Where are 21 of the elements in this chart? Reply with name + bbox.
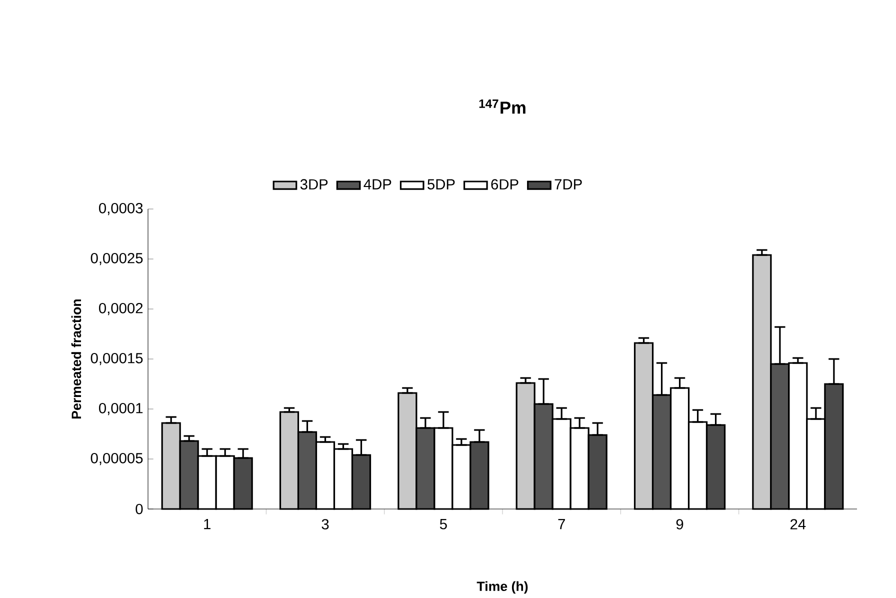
y-tick-label: 0,00005 (90, 452, 143, 466)
y-tick-label: 0,0002 (99, 302, 143, 316)
y-tick-label: 0 (136, 504, 143, 514)
legend-label: 3DP (300, 179, 328, 190)
x-tick-label: 9 (676, 519, 684, 530)
y-axis-title: Permeated fraction (71, 299, 82, 418)
chart-title: $^{147}$Pm (479, 99, 526, 114)
x-tick-label: 5 (440, 519, 447, 530)
x-tick-label: 24 (790, 519, 806, 530)
x-tick-label: 7 (558, 519, 565, 530)
x-tick-label: 1 (204, 519, 210, 530)
x-axis-title: Time (h) (476, 581, 528, 594)
legend-label: 7DP (554, 179, 582, 190)
y-tick-label: 0,00025 (90, 252, 143, 266)
y-tick-label: 0,0003 (99, 202, 143, 216)
y-tick-label: 0,00015 (90, 352, 143, 366)
x-tick-label: 3 (322, 519, 329, 530)
legend-label: 6DP (491, 179, 518, 190)
y-tick-label: 0,0001 (99, 402, 143, 416)
legend-label: 4DP (364, 179, 392, 190)
legend-label: 5DP (428, 179, 455, 190)
